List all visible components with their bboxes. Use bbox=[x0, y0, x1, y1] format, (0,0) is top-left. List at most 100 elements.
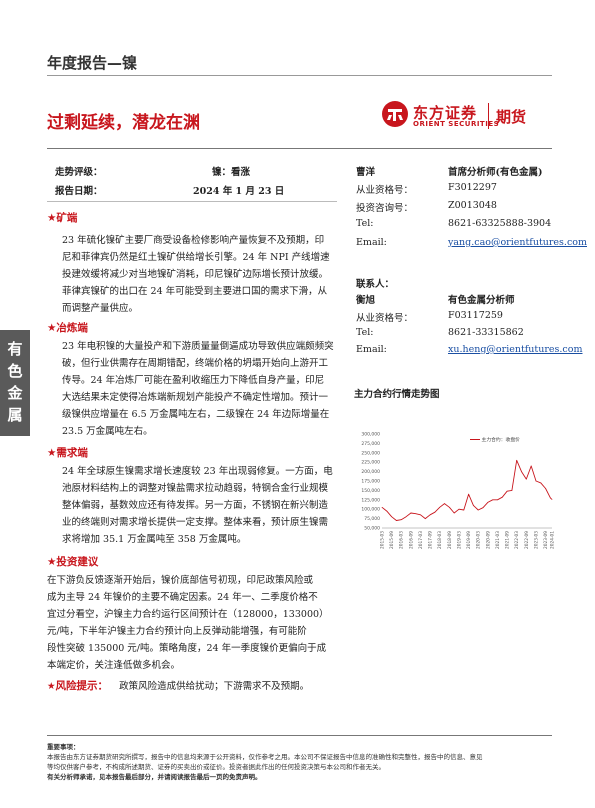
logo-futures: 期货 bbox=[496, 108, 527, 126]
analyst-2-title: 有色金属分析师 bbox=[448, 295, 515, 306]
section-heading-smelting: ★冶炼端 bbox=[47, 320, 88, 335]
y-tick-label: 150,000 bbox=[361, 488, 380, 494]
data-point bbox=[492, 499, 494, 501]
analyst-2-email-link[interactable]: xu.heng@orientfutures.com bbox=[448, 344, 583, 355]
text-line: 24 年全球原生镍需求增长速度较 23 年出现弱修复。一方面，电 bbox=[62, 466, 333, 477]
side-tab-char: 色 bbox=[7, 362, 23, 380]
side-tab-char: 有 bbox=[7, 340, 23, 358]
analyst-2-email-label: Email: bbox=[356, 344, 387, 355]
logo-divider bbox=[488, 103, 489, 129]
report-date-label: 报告日期： bbox=[55, 186, 103, 197]
star-icon: ★ bbox=[47, 447, 57, 459]
risk-label: 风险提示： bbox=[55, 680, 109, 692]
data-point bbox=[540, 482, 542, 484]
text-line: 业的终端则对需求增长提供一定支撑。整体来看，预计原生镍需 bbox=[62, 517, 329, 528]
analyst-1-email-label: Email: bbox=[356, 237, 387, 248]
data-point bbox=[410, 512, 412, 514]
industry-side-tab: 有 色 金 属 bbox=[0, 330, 30, 436]
y-tick-label: 250,000 bbox=[361, 450, 380, 456]
section-body-smelting: 23 年电积镍的大量投产和下游质量量倒逼成功导致供应端颇频突 破，但行业供需存在… bbox=[62, 338, 338, 440]
data-point bbox=[434, 511, 436, 513]
text-line: 池原材料结构上的调整对镍盐需求拉动趋弱，特钢合金行业规模 bbox=[62, 483, 329, 494]
analyst-1-email-link[interactable]: yang.cao@orientfutures.com bbox=[448, 237, 587, 248]
data-point bbox=[424, 518, 426, 519]
x-tick-label: 2015-03 bbox=[380, 531, 386, 549]
y-tick-label: 225,000 bbox=[361, 460, 380, 466]
data-point bbox=[405, 516, 407, 518]
risk-text: 政策风险造成供给扰动；下游需求不及预期。 bbox=[119, 681, 310, 692]
disclaimer-body: 本报告由东方证券期货研究所撰写，报告中的信息均来源于公开资料，仅作参考之用。本公… bbox=[47, 752, 552, 782]
x-tick-label: 2021-03 bbox=[495, 531, 501, 549]
star-icon: ★ bbox=[47, 556, 57, 568]
data-point bbox=[449, 506, 450, 508]
text-line: 段性突破 135000 元/吨。策略角度，24 年一季度镍价更偏向于成 bbox=[47, 643, 327, 654]
text-line: 破，但行业供需存在周期错配，终端价格的坍塌开始向上游开工 bbox=[62, 358, 329, 369]
x-tick-label: 2019-09 bbox=[466, 531, 472, 549]
x-tick-label: 2020-03 bbox=[476, 531, 482, 549]
text-line: 成为主导 24 年镍价的主要不确定因素。24 年一、二季度价格不 bbox=[47, 592, 318, 603]
data-point bbox=[551, 499, 553, 500]
report-date-value: 2024 年 1 月 23 日 bbox=[193, 186, 285, 197]
y-tick-label: 175,000 bbox=[361, 479, 380, 485]
analyst-1-tel-label: Tel: bbox=[356, 218, 374, 229]
price-chart: 300,000 275,000 250,000 225,000 200,000 175,0… bbox=[352, 400, 557, 558]
x-tick-label: 2018-03 bbox=[437, 531, 443, 549]
analyst-2-license-label: 从业资格号： bbox=[356, 313, 414, 324]
data-point bbox=[530, 465, 532, 467]
text-line: 传导。24 年冶炼厂可能在盈利收缩压力下降低自身产量，印尼 bbox=[62, 375, 325, 386]
logo-company-name-en: ORIENT SECURITIES bbox=[413, 120, 500, 128]
x-tick-label: 2016-03 bbox=[399, 531, 405, 549]
data-point bbox=[391, 516, 392, 518]
section-heading-text: 矿端 bbox=[56, 212, 78, 224]
analyst-2-name: 衡旭 bbox=[356, 295, 376, 306]
data-point bbox=[429, 514, 431, 516]
meta-divider bbox=[47, 201, 337, 202]
section-body-demand: 24 年全球原生镍需求增长速度较 23 年出现弱修复。一方面，电 池原材料结构上… bbox=[62, 463, 338, 548]
text-line: 在下游负反馈逐渐开始后，镍价底部信号初现，印尼政策风险或 bbox=[47, 575, 314, 586]
section-heading-mine: ★矿端 bbox=[47, 210, 77, 225]
side-tab-char: 属 bbox=[7, 406, 23, 424]
text-line: 而调整产量供应。 bbox=[62, 303, 139, 314]
data-point bbox=[386, 510, 388, 512]
trend-rating-value: 镍：看涨 bbox=[212, 167, 251, 178]
data-point bbox=[535, 480, 537, 482]
analyst-1-name: 曹洋 bbox=[356, 167, 376, 178]
x-tick-label: 2024-01 bbox=[550, 531, 556, 549]
x-tick-label: 2023-03 bbox=[533, 531, 539, 549]
footer-divider bbox=[47, 735, 552, 736]
data-point bbox=[381, 506, 383, 508]
data-point bbox=[497, 499, 498, 501]
text-line: 求将增加 35.1 万金属吨至 358 万金属吨。 bbox=[62, 534, 247, 545]
report-title: 过剩延续，潜龙在渊 bbox=[47, 113, 200, 133]
data-point bbox=[458, 508, 460, 510]
company-logo bbox=[380, 99, 410, 129]
y-tick-label: 75,000 bbox=[364, 516, 380, 522]
data-point bbox=[506, 490, 508, 492]
disclaimer-heading: 重要事项： bbox=[47, 743, 80, 751]
data-point bbox=[521, 471, 522, 472]
x-tick-label: 2021-09 bbox=[505, 531, 511, 549]
x-tick-label: 2018-09 bbox=[447, 531, 453, 549]
data-point bbox=[400, 519, 402, 521]
contact-label: 联系人： bbox=[356, 279, 395, 290]
disclaimer-line: 有关分析师承诺，见本报告最后部分，并请阅读报告最后一页的免责声明。 bbox=[47, 773, 262, 781]
text-line: 投建效缓将减少对当地镍矿消耗，印尼镍矿边际增长预计放缓。 bbox=[62, 269, 329, 280]
section-heading-text: 需求端 bbox=[56, 447, 88, 459]
x-tick-label: 2020-09 bbox=[485, 531, 491, 549]
text-line: 23.5 万金属吨左右。 bbox=[62, 426, 153, 437]
data-point bbox=[439, 506, 441, 508]
text-line: 尼和菲律宾仍然是红土镍矿供给增长引擎。24 年 NPI 产线增速 bbox=[62, 252, 330, 263]
data-point bbox=[550, 497, 551, 499]
data-point bbox=[516, 459, 518, 461]
section-heading-demand: ★需求端 bbox=[47, 445, 88, 460]
data-point bbox=[473, 505, 474, 506]
y-tick-label: 50,000 bbox=[364, 526, 380, 532]
disclaimer-line: 本报告由东方证券期货研究所撰写，报告中的信息均来源于公开资料，仅作参考之用。本公… bbox=[47, 753, 483, 761]
data-point bbox=[463, 509, 465, 511]
text-line: 元/吨，下半年沪镍主力合约预计向上反弹动能增强，有可能阶 bbox=[47, 626, 307, 637]
analyst-1-title: 首席分析师(有色金属) bbox=[448, 167, 543, 178]
data-point bbox=[477, 509, 479, 511]
chart-title: 主力合约行情走势图 bbox=[354, 389, 440, 400]
legend-label: 主力合约：收盘价 bbox=[481, 438, 520, 443]
text-line: 宜过分看空，沪镍主力合约运行区间预计在（128000，133000） bbox=[47, 609, 329, 620]
